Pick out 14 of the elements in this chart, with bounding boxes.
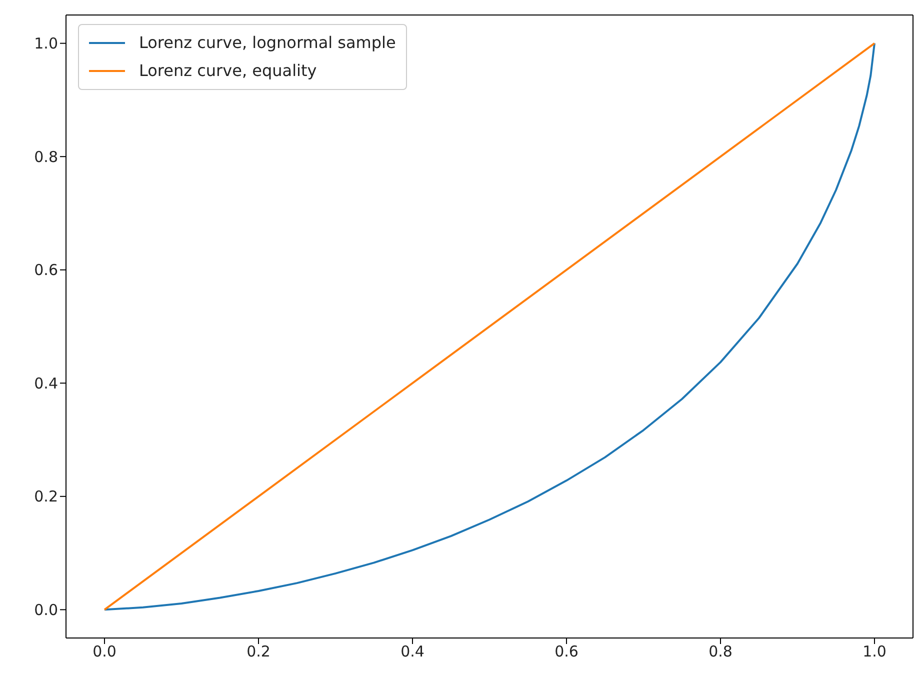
y-tick-label: 0.6 (34, 261, 58, 280)
y-tick-label: 0.8 (34, 148, 58, 166)
legend-label: Lorenz curve, lognormal sample (139, 32, 396, 54)
x-tick-label: 1.0 (862, 642, 886, 661)
y-tick-label: 0.4 (34, 374, 58, 392)
y-tick-label: 1.0 (34, 34, 58, 53)
legend-label: Lorenz curve, equality (139, 60, 317, 82)
x-tick-label: 0.8 (708, 642, 732, 661)
x-tick-label: 0.2 (246, 642, 270, 661)
y-tick-label: 0.0 (34, 601, 58, 620)
x-tick-label: 0.4 (400, 642, 424, 661)
x-tick-label: 0.0 (92, 642, 116, 661)
x-tick-label: 0.6 (554, 642, 578, 661)
y-tick-label: 0.2 (34, 488, 58, 506)
